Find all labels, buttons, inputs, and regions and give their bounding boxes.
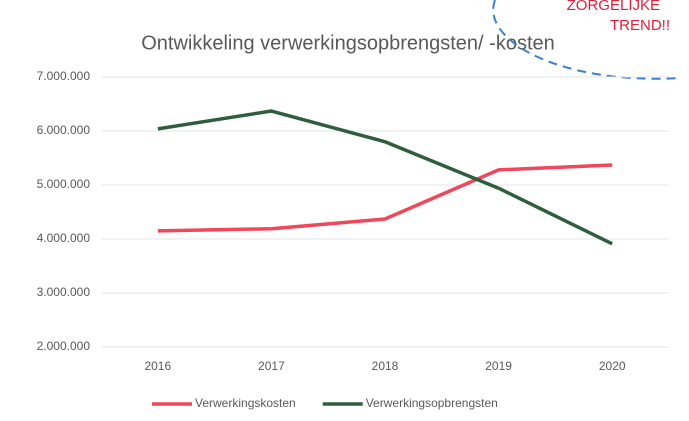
y-tick-label: 7.000.000 (37, 69, 91, 83)
x-tick-label: 2019 (485, 359, 512, 373)
y-tick-label: 5.000.000 (37, 177, 91, 191)
y-tick-label: 4.000.000 (37, 231, 91, 245)
annotation: ZORGELIJKE (567, 0, 660, 14)
y-tick-label: 6.000.000 (37, 123, 91, 137)
x-tick-label: 2017 (258, 359, 285, 373)
x-tick-label: 2016 (144, 359, 171, 373)
x-tick-label: 2018 (372, 359, 399, 373)
legend-label: Verwerkingsopbrengsten (366, 396, 498, 410)
annotation-circle (492, 0, 681, 80)
line-series (157, 109, 613, 246)
y-tick-label: 2.000.000 (37, 339, 91, 353)
legend-label: Verwerkingskosten (195, 396, 296, 410)
annotation: TREND!! (610, 17, 670, 34)
x-tick-label: 2020 (599, 359, 626, 373)
y-tick-label: 3.000.000 (37, 285, 91, 299)
chart-title: Ontwikkeling verwerkingsopbrengsten/ -ko… (141, 32, 555, 54)
line-series (157, 163, 613, 233)
